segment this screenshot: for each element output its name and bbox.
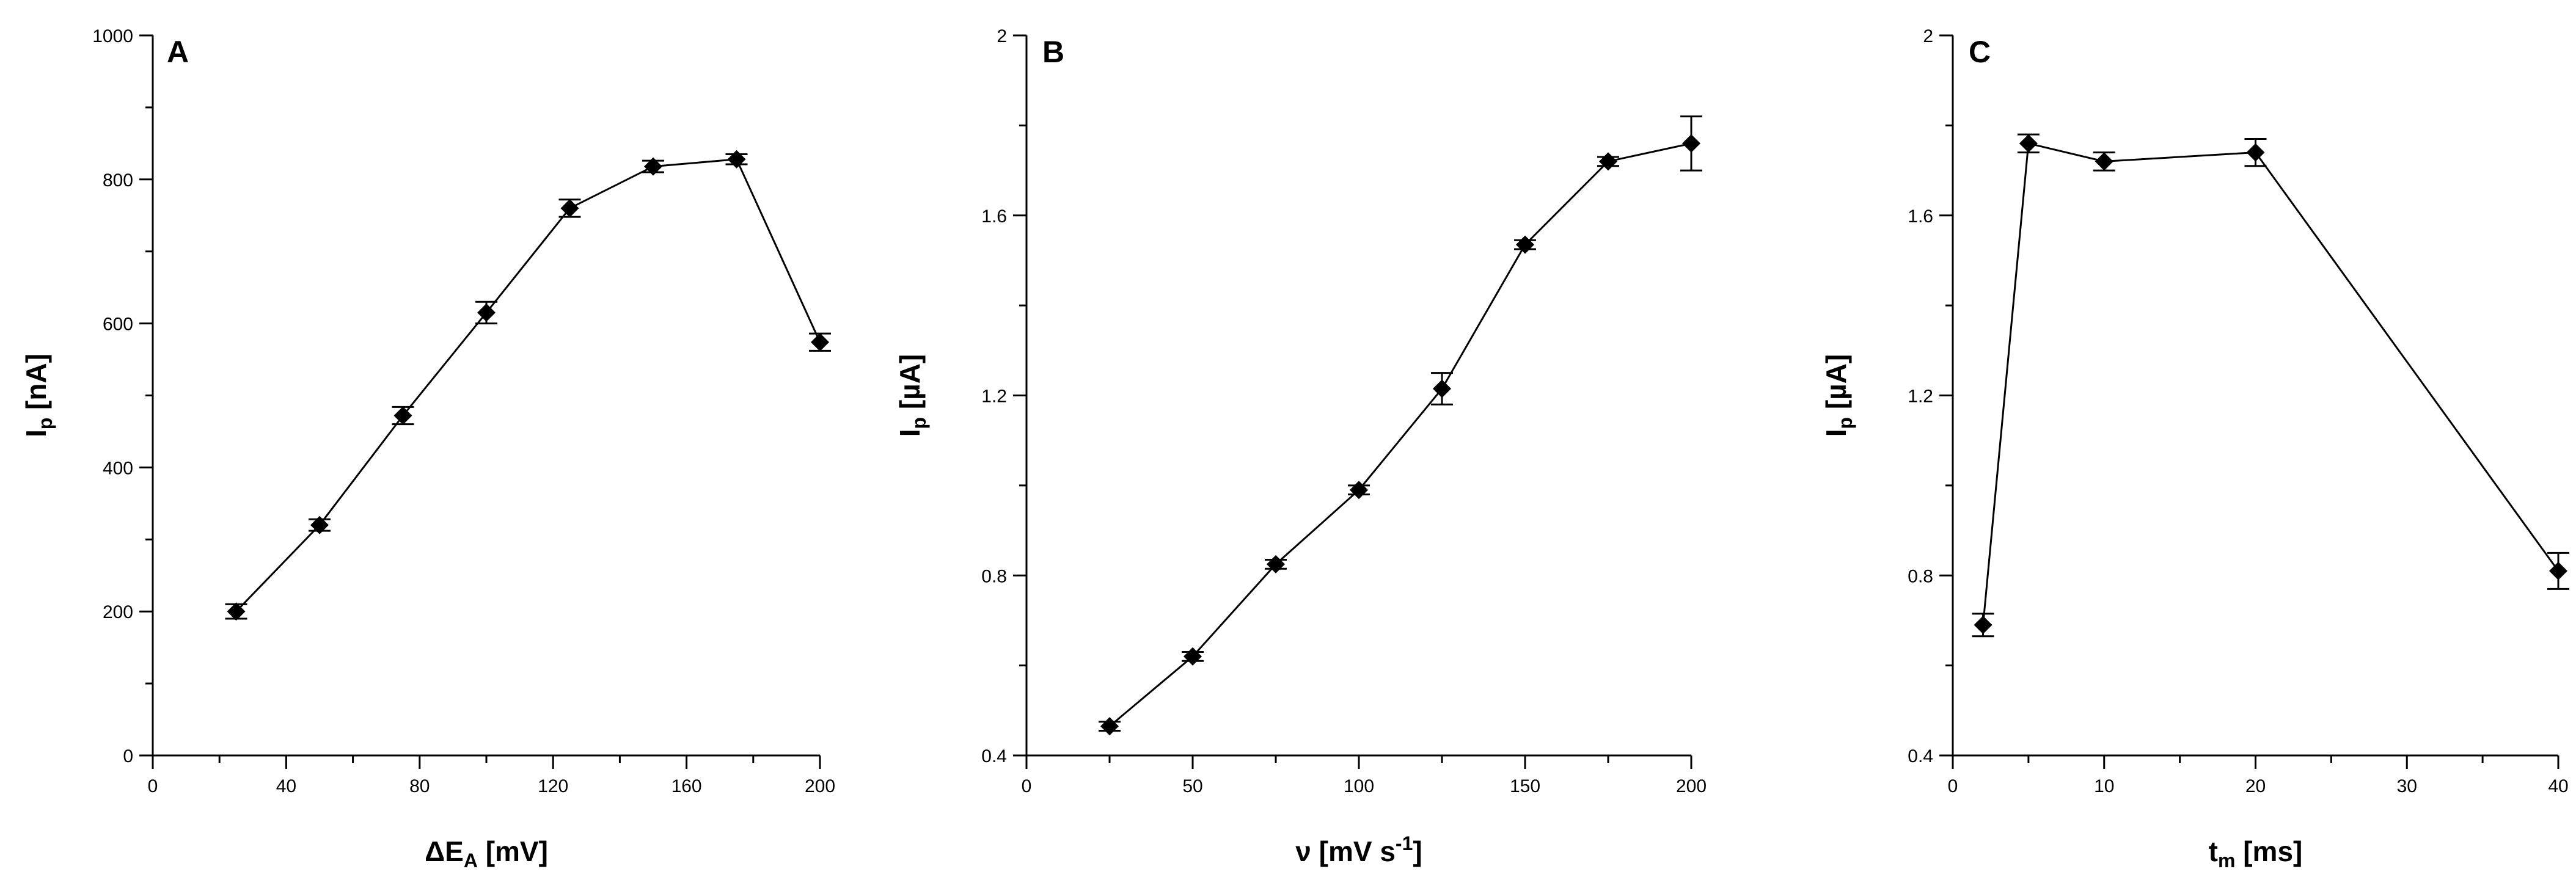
data-point [811,333,829,352]
series-line [1109,142,1692,727]
x-tick-label: 120 [538,776,568,796]
x-tick-label: 50 [1182,776,1202,796]
data-point [2246,143,2265,162]
y-tick-label: 2 [1923,26,1933,46]
x-tick-label: 10 [2094,776,2114,796]
y-tick-label: 1.6 [981,206,1007,227]
data-point [1350,481,1368,500]
data-point [1433,379,1451,398]
data-point [1516,235,1534,254]
y-tick-label: 1000 [92,26,133,46]
series-line [1982,142,2560,625]
y-tick-label: 0 [123,746,133,766]
y-tick-label: 1.2 [1908,387,1933,407]
y-axis-label: Ip [nA] [20,354,56,437]
data-point [2095,152,2113,171]
x-tick-label: 30 [2397,776,2417,796]
panel-letter: C [1969,35,1991,69]
y-tick-label: 400 [103,458,133,478]
x-axis-label: tm [ms] [2209,835,2303,872]
data-point [1974,616,1992,635]
data-point [1599,152,1617,171]
data-point [1184,647,1202,666]
y-tick-label: 600 [103,315,133,335]
x-tick-label: 160 [671,776,702,796]
data-point [477,303,496,322]
y-tick-label: 200 [103,602,133,622]
series-line [235,158,821,613]
data-point [560,198,579,217]
x-tick-label: 0 [148,776,158,796]
x-tick-label: 80 [409,776,430,796]
x-tick-label: 200 [1676,776,1707,796]
y-tick-label: 0.8 [1908,566,1933,586]
x-tick-label: 0 [1022,776,1032,796]
x-tick-label: 20 [2245,776,2266,796]
y-tick-label: 2 [997,26,1007,46]
panel-c: 0 10 20 30 40 0.4 0.8 1.2 1.6 2 Ctm [ms] Ip [µA] [1820,26,2569,872]
y-tick-label: 800 [103,170,133,191]
x-tick-label: 0 [1948,776,1958,796]
panel-letter: B [1042,35,1064,69]
panel-letter: A [167,35,189,69]
panel-b: 0 50 100 150 200 0.4 0.8 1.2 1.6 2 Bν [mV s-1] Ip [… [894,26,1707,867]
y-tick-label: 0.4 [1908,746,1933,766]
y-tick-label: 0.4 [981,746,1007,766]
data-point [1682,134,1700,153]
data-point [2019,134,2038,153]
x-tick-label: 200 [805,776,835,796]
panel-a: 0 40 80 120 160 200 0 200 400 600 800 1000 A ΔEA [mV]… [20,26,835,872]
x-tick-label: 40 [276,776,296,796]
x-axis-label: ν [mV s-1] [1295,832,1422,867]
data-point [644,157,662,176]
data-point [1267,555,1285,573]
data-point [727,150,746,169]
data-point [393,406,412,425]
data-point [227,602,246,621]
y-tick-label: 0.8 [981,566,1007,586]
y-axis-label: Ip [µA] [1820,354,1856,437]
data-point [310,515,329,534]
data-point [1100,717,1119,736]
x-axis-label: ΔEA [mV] [425,835,548,872]
y-axis-label: Ip [µA] [894,354,930,437]
y-tick-label: 1.6 [1908,206,1933,227]
x-tick-label: 150 [1510,776,1540,796]
data-point [2549,561,2567,580]
x-tick-label: 100 [1344,776,1374,796]
x-tick-label: 40 [2548,776,2568,796]
y-tick-label: 1.2 [981,387,1007,407]
